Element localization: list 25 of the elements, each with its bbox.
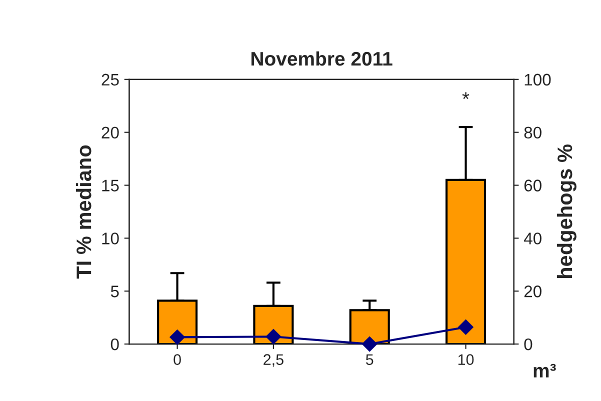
y-axis-title: TI % mediano [76, 145, 92, 279]
x-tick-label: 0 [174, 354, 181, 365]
x-tick-label: 10 [458, 354, 474, 365]
y2-tick-label: 20 [524, 286, 542, 298]
x-axis-title: m³ [534, 364, 556, 378]
y-tick-label: 10 [102, 232, 119, 244]
point [266, 329, 282, 344]
x-tick-label: 2,5 [264, 354, 284, 367]
y-tick-label: 0 [110, 338, 119, 350]
point [362, 336, 378, 352]
y-tick-label: 5 [110, 286, 119, 298]
y2-tick-label: 60 [524, 180, 542, 192]
y-tick-label: 15 [102, 180, 119, 192]
y-tick-label: 20 [102, 126, 119, 139]
point [170, 330, 185, 345]
y2-tick-label: 100 [524, 74, 551, 86]
point [458, 320, 474, 335]
y2-tick-label: 0 [524, 338, 532, 350]
y-tick-label: 25 [102, 74, 119, 86]
y2-axis-title: hedgehogs % [556, 144, 576, 278]
y2-tick-label: 80 [524, 126, 542, 139]
x-tick-label: 5 [366, 354, 374, 365]
annotation: * [462, 92, 470, 100]
chart-title: Novembre 2011 [251, 51, 392, 66]
y2-tick-label: 40 [524, 232, 542, 244]
